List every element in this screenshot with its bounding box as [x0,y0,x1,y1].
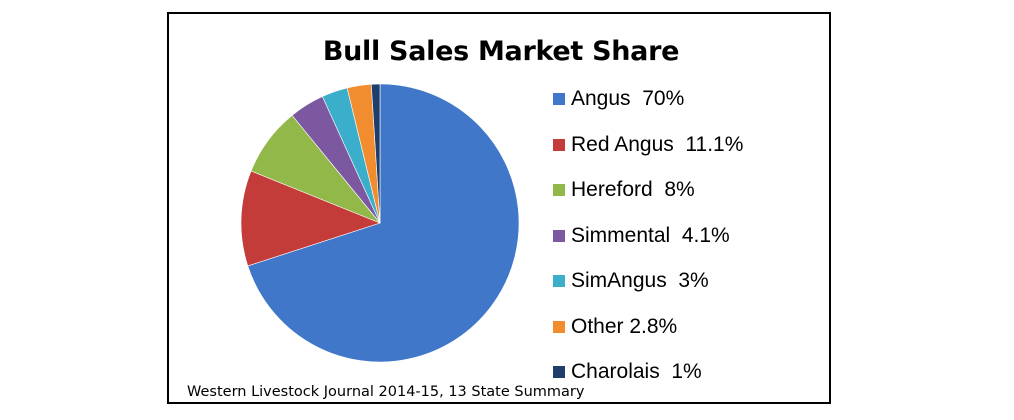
legend-item: Other 2.8% [553,314,677,340]
legend-swatch [553,93,565,105]
legend-item: Angus 70% [553,86,684,112]
pie-slice-charolais [370,83,381,224]
legend-item: Simmental 4.1% [553,223,730,249]
legend-label: Angus 70% [571,87,685,110]
legend-swatch [553,320,565,333]
pie-chart [240,83,520,363]
source-note: Western Livestock Journal 2014-15, 13 St… [187,384,585,400]
legend-label: Charolais 1% [571,360,702,383]
legend-swatch [553,366,565,378]
pie-slice-red-angus [240,170,381,267]
legend-swatch [553,229,565,242]
pie-slice-angus [247,83,520,363]
legend-label: Simmental 4.1% [571,223,730,247]
chart-frame: Bull Sales Market Share Angus 70% Red Ang… [167,12,831,404]
chart-title: Bull Sales Market Share [322,36,680,67]
legend-swatch [553,138,565,151]
legend-label: Red Angus 11.1% [571,132,744,156]
legend-label: Other 2.8% [571,314,678,338]
legend-swatch [553,184,565,196]
legend-label: SimAngus 3% [571,269,709,292]
legend-item: Red Angus 11.1% [553,132,743,158]
legend-swatch [553,275,565,287]
legend-item: Hereford 8% [553,177,695,203]
legend-label: Hereford 8% [571,178,695,201]
legend-item: Charolais 1% [553,359,702,385]
legend-item: SimAngus 3% [553,268,709,294]
